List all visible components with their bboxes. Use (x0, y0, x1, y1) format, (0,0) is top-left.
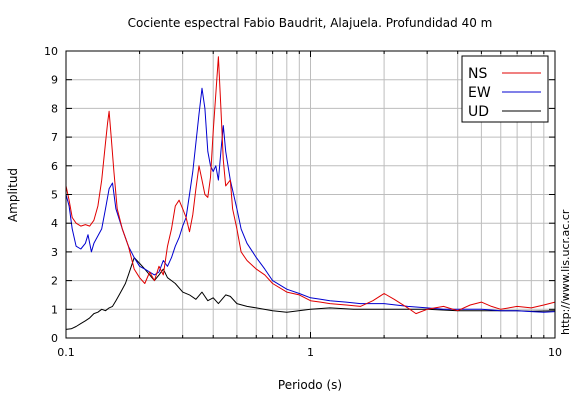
y-tick-label: 6 (51, 160, 58, 173)
ticks: 0 1 2 3 4 5 6 7 8 9 10 0.1 1 10 (44, 45, 562, 359)
legend-label-ew: EW (468, 85, 491, 101)
series-line-ns (65, 56, 556, 315)
y-tick-label: 1 (51, 303, 58, 316)
series-line-ud (65, 257, 556, 330)
legend-label-ns: NS (468, 66, 487, 82)
y-tick-label: 5 (51, 189, 58, 202)
chart-title: Cociente espectral Fabio Baudrit, Alajue… (128, 16, 493, 30)
x-axis-label: Periodo (s) (278, 378, 342, 392)
y-axis-label: Amplitud (6, 168, 20, 222)
y-tick-label: 3 (51, 246, 58, 259)
x-tick-label: 10 (548, 346, 562, 359)
x-tick-label: 0.1 (57, 346, 75, 359)
y-tick-label: 9 (51, 74, 58, 87)
legend: NS EW UD (461, 55, 549, 123)
y-tick-label: 8 (51, 102, 58, 115)
y-tick-label: 4 (51, 217, 58, 230)
series-line-ew (65, 87, 556, 313)
y-tick-label: 2 (51, 275, 58, 288)
x-tick-label: 1 (307, 346, 314, 359)
credit-url: http://www.lis.ucr.ac.cr (559, 209, 572, 335)
legend-label-ud: UD (468, 104, 489, 120)
y-tick-label: 10 (44, 45, 58, 58)
series-layer (65, 56, 556, 330)
y-tick-label: 0 (51, 332, 58, 345)
y-tick-label: 7 (51, 131, 58, 144)
